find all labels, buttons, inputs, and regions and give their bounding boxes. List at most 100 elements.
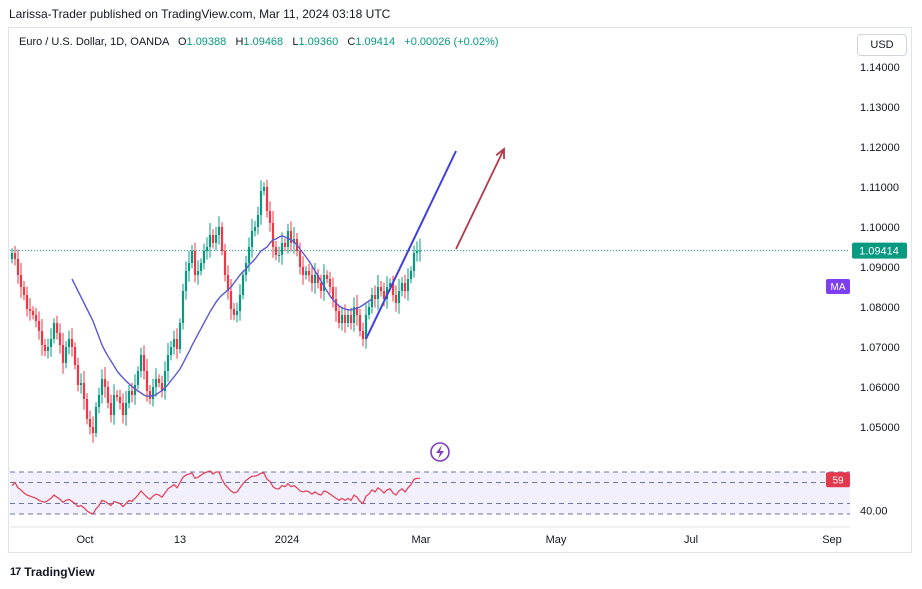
candle-body [247, 247, 251, 263]
open-label: O [177, 36, 187, 48]
candle-body [19, 275, 23, 287]
ma-tag: MA [831, 282, 846, 293]
brand-label: TradingView [24, 565, 95, 579]
y-tick-label: 1.10000 [860, 222, 900, 234]
price-axis: 1.14000 1.13000 1.12000 1.11000 1.10000 1.090… [860, 62, 900, 518]
candle-body [193, 251, 197, 275]
candle-body [379, 287, 383, 291]
candle-body [376, 287, 380, 299]
candle-body [310, 275, 314, 283]
y-tick-label: 1.07000 [860, 342, 900, 354]
candle-body [181, 291, 185, 323]
candle-body [319, 283, 323, 291]
published-caption: Larissa-Trader published on TradingView.… [9, 7, 391, 21]
y-tick-label: 1.12000 [860, 142, 900, 154]
candle-body [328, 279, 332, 287]
tradingview-brand[interactable]: 17 TradingView [10, 565, 95, 579]
currency-button[interactable]: USD [857, 34, 907, 56]
candle-body [85, 399, 89, 419]
candle-body [307, 271, 311, 275]
candle-body [259, 191, 263, 215]
x-tick-label: 13 [174, 534, 186, 546]
candle-body [406, 279, 410, 291]
candle-body [361, 331, 365, 339]
candle-body [358, 315, 362, 331]
arrow-head [495, 147, 505, 160]
candle-body [169, 347, 173, 355]
candle-body [199, 263, 203, 271]
candle-body [241, 275, 245, 295]
candle-body [349, 315, 353, 323]
candle-body [166, 355, 170, 371]
candle-body [58, 333, 62, 345]
rsi-tag: 59 [832, 475, 844, 486]
candle-body [16, 259, 20, 275]
candle-body [235, 311, 239, 315]
y-tick-label: 1.06000 [860, 382, 900, 394]
candle-body [37, 321, 41, 331]
ma-line [71, 235, 373, 397]
candle-body [364, 315, 368, 339]
candle-body [82, 383, 86, 399]
candle-body [403, 283, 407, 291]
trend-line [365, 150, 457, 340]
candle-body [226, 275, 230, 291]
candle-body [40, 331, 44, 345]
candle-body [157, 379, 161, 383]
candle-body [73, 347, 77, 365]
candle-body [388, 283, 392, 287]
candle-body [175, 339, 179, 349]
candle-body [412, 253, 416, 271]
rsi-tag-bg [826, 472, 850, 488]
ma-tag-bg [826, 279, 850, 294]
candle-body [262, 187, 266, 191]
candle-body [133, 385, 137, 395]
candle-body [250, 231, 254, 247]
y-tick-label: 1.09000 [860, 262, 900, 274]
x-tick-label: Oct [76, 534, 93, 546]
candle-body [223, 251, 227, 275]
symbol-legend[interactable]: Euro / U.S. Dollar, 1D, OANDA O1.09388 H… [19, 36, 498, 48]
lightning-icon[interactable] [430, 442, 450, 462]
candle-body [415, 251, 419, 253]
y-tick-label: 1.08000 [860, 302, 900, 314]
candle-body [229, 291, 233, 309]
candle-body [382, 291, 386, 299]
candle-body [103, 379, 107, 387]
x-tick-label: 2024 [275, 534, 299, 546]
rsi-pane [10, 470, 850, 515]
arrow-shaft [455, 148, 505, 250]
candle-body [325, 275, 329, 279]
open-value: 1.09388 [186, 36, 227, 48]
candle-body [172, 339, 176, 347]
candle-body [232, 309, 236, 315]
candle-body [52, 323, 56, 339]
x-tick-label: Sep [822, 534, 842, 546]
trend-drawings [365, 147, 505, 340]
candle-body [322, 275, 326, 291]
candle-body [304, 271, 308, 275]
candle-body [28, 309, 32, 311]
high-value: 1.09468 [243, 36, 284, 48]
candle-body [187, 263, 191, 271]
candle-body [340, 315, 344, 323]
candle-body [280, 243, 284, 255]
candle-body [100, 379, 104, 395]
low-label: L [292, 36, 299, 48]
candle-body [394, 295, 398, 303]
candle-body [391, 283, 395, 295]
candle-body [22, 287, 26, 295]
moving-average [71, 235, 373, 397]
y-tick-label: 1.11000 [860, 182, 899, 194]
candle-body [205, 247, 209, 251]
candle-body [109, 403, 113, 415]
candle-body [286, 231, 290, 247]
candle-body [25, 295, 29, 309]
candle-body [115, 395, 119, 397]
candle-body [67, 339, 71, 347]
close-label: C [347, 36, 356, 48]
candle-body [409, 271, 413, 279]
candle-body [373, 295, 377, 299]
chart-frame[interactable] [8, 27, 912, 553]
